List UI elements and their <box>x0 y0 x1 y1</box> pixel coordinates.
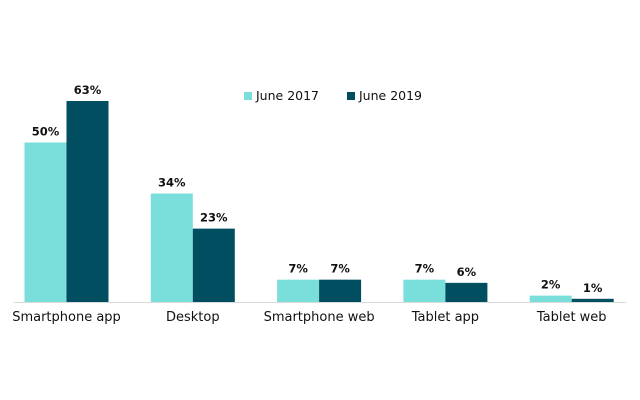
category-label-tablet-web: Tablet web <box>536 310 607 325</box>
category-label-smartphone-app: Smartphone app <box>12 310 121 325</box>
value-label-smartphone-app-june-2017: 50% <box>32 124 60 138</box>
legend-label-june-2017: June 2017 <box>255 88 319 103</box>
bar-smartphone-app-june-2019 <box>66 101 109 302</box>
value-label-tablet-web-june-2017: 2% <box>541 278 561 292</box>
value-label-smartphone-app-june-2019: 63% <box>74 83 102 97</box>
bar-smartphone-web-june-2017 <box>277 279 320 302</box>
category-label-desktop: Desktop <box>166 310 220 325</box>
bar-tablet-app-june-2019 <box>445 282 488 302</box>
bar-desktop-june-2017 <box>150 193 193 302</box>
category-labels: Smartphone app Desktop Smartphone web Table… <box>12 310 606 325</box>
value-label-tablet-web-june-2019: 1% <box>583 281 603 295</box>
bar-tablet-app-june-2017 <box>403 279 446 302</box>
category-label-smartphone-web: Smartphone web <box>264 310 375 325</box>
bar-tablet-web-june-2019 <box>571 298 614 302</box>
bar-desktop-june-2019 <box>192 228 235 302</box>
value-label-desktop-june-2019: 23% <box>200 211 228 225</box>
bar-tablet-web-june-2017 <box>529 295 572 302</box>
legend-label-june-2019: June 2019 <box>358 88 422 103</box>
value-labels: 50% 63% 34% 23% 7% 7% 7% 6% 2% 1% <box>32 83 603 295</box>
legend: June 2017 June 2019 <box>244 88 422 103</box>
value-label-desktop-june-2017: 34% <box>158 176 186 190</box>
legend-swatch-june-2019 <box>347 92 355 100</box>
value-label-smartphone-web-june-2019: 7% <box>330 262 350 276</box>
category-label-tablet-app: Tablet app <box>411 310 479 325</box>
bars <box>24 101 614 302</box>
bar-smartphone-web-june-2019 <box>319 279 362 302</box>
value-label-tablet-app-june-2017: 7% <box>415 262 435 276</box>
bar-smartphone-app-june-2017 <box>24 142 67 302</box>
legend-swatch-june-2017 <box>244 92 252 100</box>
value-label-tablet-app-june-2019: 6% <box>457 265 477 279</box>
value-label-smartphone-web-june-2017: 7% <box>288 262 308 276</box>
